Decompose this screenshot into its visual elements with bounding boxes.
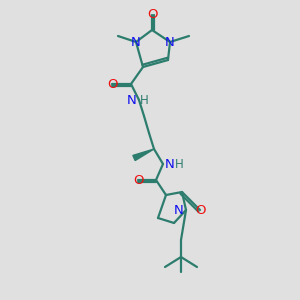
Text: N: N bbox=[131, 35, 141, 49]
Text: O: O bbox=[133, 173, 143, 187]
Text: N: N bbox=[174, 203, 184, 217]
Text: N: N bbox=[127, 94, 137, 106]
Text: N: N bbox=[165, 158, 175, 170]
Text: H: H bbox=[140, 94, 148, 106]
Polygon shape bbox=[133, 149, 154, 160]
Text: H: H bbox=[175, 158, 183, 170]
Text: O: O bbox=[147, 8, 157, 22]
Text: O: O bbox=[195, 203, 205, 217]
Text: N: N bbox=[165, 35, 175, 49]
Text: O: O bbox=[107, 77, 117, 91]
